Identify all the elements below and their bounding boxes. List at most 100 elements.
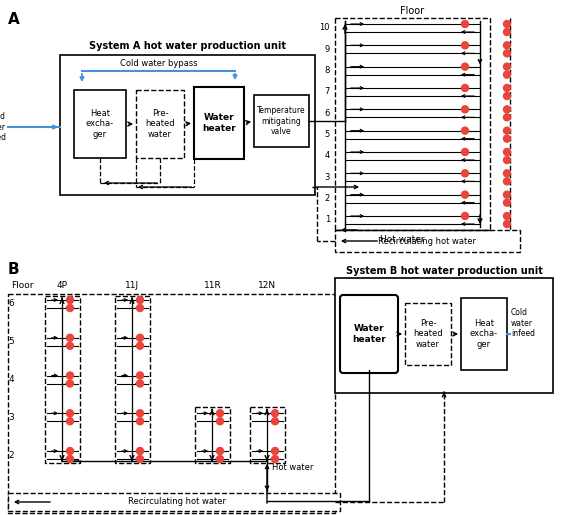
Text: 2: 2 xyxy=(325,194,330,203)
Text: Heat
excha-
ger: Heat excha- ger xyxy=(86,109,114,139)
Circle shape xyxy=(504,135,510,142)
Circle shape xyxy=(504,127,510,134)
Bar xyxy=(45,296,80,463)
Circle shape xyxy=(461,191,469,198)
Circle shape xyxy=(504,84,510,92)
Text: Floor: Floor xyxy=(11,282,33,290)
Text: 5: 5 xyxy=(325,130,330,139)
Text: Recirculating hot water: Recirculating hot water xyxy=(127,497,226,506)
Circle shape xyxy=(461,42,469,49)
Circle shape xyxy=(67,372,73,379)
Text: 11R: 11R xyxy=(204,282,222,290)
Circle shape xyxy=(504,220,510,228)
Text: 1: 1 xyxy=(325,215,330,225)
Circle shape xyxy=(136,418,143,425)
Circle shape xyxy=(504,93,510,99)
Bar xyxy=(136,90,184,158)
Circle shape xyxy=(67,304,73,312)
Circle shape xyxy=(271,410,279,417)
Circle shape xyxy=(136,372,143,379)
Text: 7: 7 xyxy=(325,88,330,96)
Circle shape xyxy=(504,106,510,113)
Text: 3: 3 xyxy=(325,173,330,182)
Text: 6: 6 xyxy=(325,109,330,118)
Circle shape xyxy=(461,213,469,219)
Text: 4P: 4P xyxy=(57,282,68,290)
Bar xyxy=(335,278,553,393)
Circle shape xyxy=(504,42,510,49)
Bar xyxy=(74,90,126,158)
Circle shape xyxy=(67,342,73,349)
Bar xyxy=(8,493,340,511)
Bar xyxy=(195,407,230,463)
Text: Cold
water
infeed: Cold water infeed xyxy=(0,112,6,142)
Text: B: B xyxy=(8,262,20,277)
Text: Pre-
heated
water: Pre- heated water xyxy=(145,109,175,139)
Circle shape xyxy=(217,448,223,455)
Bar xyxy=(8,294,335,513)
Circle shape xyxy=(461,148,469,156)
Text: Heat
excha-
ger: Heat excha- ger xyxy=(470,319,498,349)
Circle shape xyxy=(461,106,469,113)
Text: 10: 10 xyxy=(319,24,330,32)
Text: 11J: 11J xyxy=(125,282,139,290)
Circle shape xyxy=(217,455,223,462)
Text: Floor: Floor xyxy=(400,6,425,16)
Circle shape xyxy=(136,297,143,303)
Circle shape xyxy=(67,410,73,417)
Text: Recirculating hot water: Recirculating hot water xyxy=(378,237,477,247)
Circle shape xyxy=(504,63,510,70)
Text: Water
heater: Water heater xyxy=(202,113,236,133)
Circle shape xyxy=(136,380,143,387)
Circle shape xyxy=(67,297,73,303)
Text: System A hot water production unit: System A hot water production unit xyxy=(89,41,286,51)
Text: Cold
water
infeed: Cold water infeed xyxy=(511,308,535,338)
Circle shape xyxy=(504,157,510,163)
Text: 5: 5 xyxy=(8,337,14,346)
Circle shape xyxy=(67,448,73,455)
Text: A: A xyxy=(8,12,20,27)
Text: System B hot water production unit: System B hot water production unit xyxy=(346,266,543,276)
Circle shape xyxy=(461,170,469,177)
Circle shape xyxy=(504,191,510,198)
Circle shape xyxy=(504,170,510,177)
Text: 4: 4 xyxy=(8,375,14,384)
Circle shape xyxy=(136,455,143,462)
Text: 3: 3 xyxy=(8,413,14,422)
Text: Cold water bypass: Cold water bypass xyxy=(120,59,197,68)
Text: 2: 2 xyxy=(8,451,14,459)
Circle shape xyxy=(67,418,73,425)
Text: 9: 9 xyxy=(325,45,330,54)
Circle shape xyxy=(217,418,223,425)
Circle shape xyxy=(67,380,73,387)
Circle shape xyxy=(271,448,279,455)
Bar xyxy=(60,55,315,195)
Bar xyxy=(335,18,490,230)
Circle shape xyxy=(136,304,143,312)
Circle shape xyxy=(504,178,510,185)
Text: Pre-
heated
water: Pre- heated water xyxy=(413,319,443,349)
Bar xyxy=(405,303,451,365)
Circle shape xyxy=(504,50,510,57)
Circle shape xyxy=(67,455,73,462)
Bar xyxy=(335,230,520,252)
Circle shape xyxy=(67,334,73,341)
Circle shape xyxy=(271,455,279,462)
Circle shape xyxy=(504,114,510,121)
Text: 6: 6 xyxy=(8,300,14,308)
Circle shape xyxy=(461,84,469,92)
Text: 4: 4 xyxy=(325,151,330,161)
Circle shape xyxy=(271,418,279,425)
Circle shape xyxy=(461,127,469,134)
Bar xyxy=(461,298,507,370)
Bar xyxy=(194,87,244,159)
Circle shape xyxy=(461,21,469,27)
Circle shape xyxy=(504,213,510,219)
Circle shape xyxy=(504,28,510,36)
Text: 12N: 12N xyxy=(258,282,276,290)
Bar xyxy=(115,296,150,463)
Bar xyxy=(250,407,285,463)
Text: 8: 8 xyxy=(325,66,330,75)
Circle shape xyxy=(504,148,510,156)
Text: Hot water: Hot water xyxy=(380,235,425,244)
